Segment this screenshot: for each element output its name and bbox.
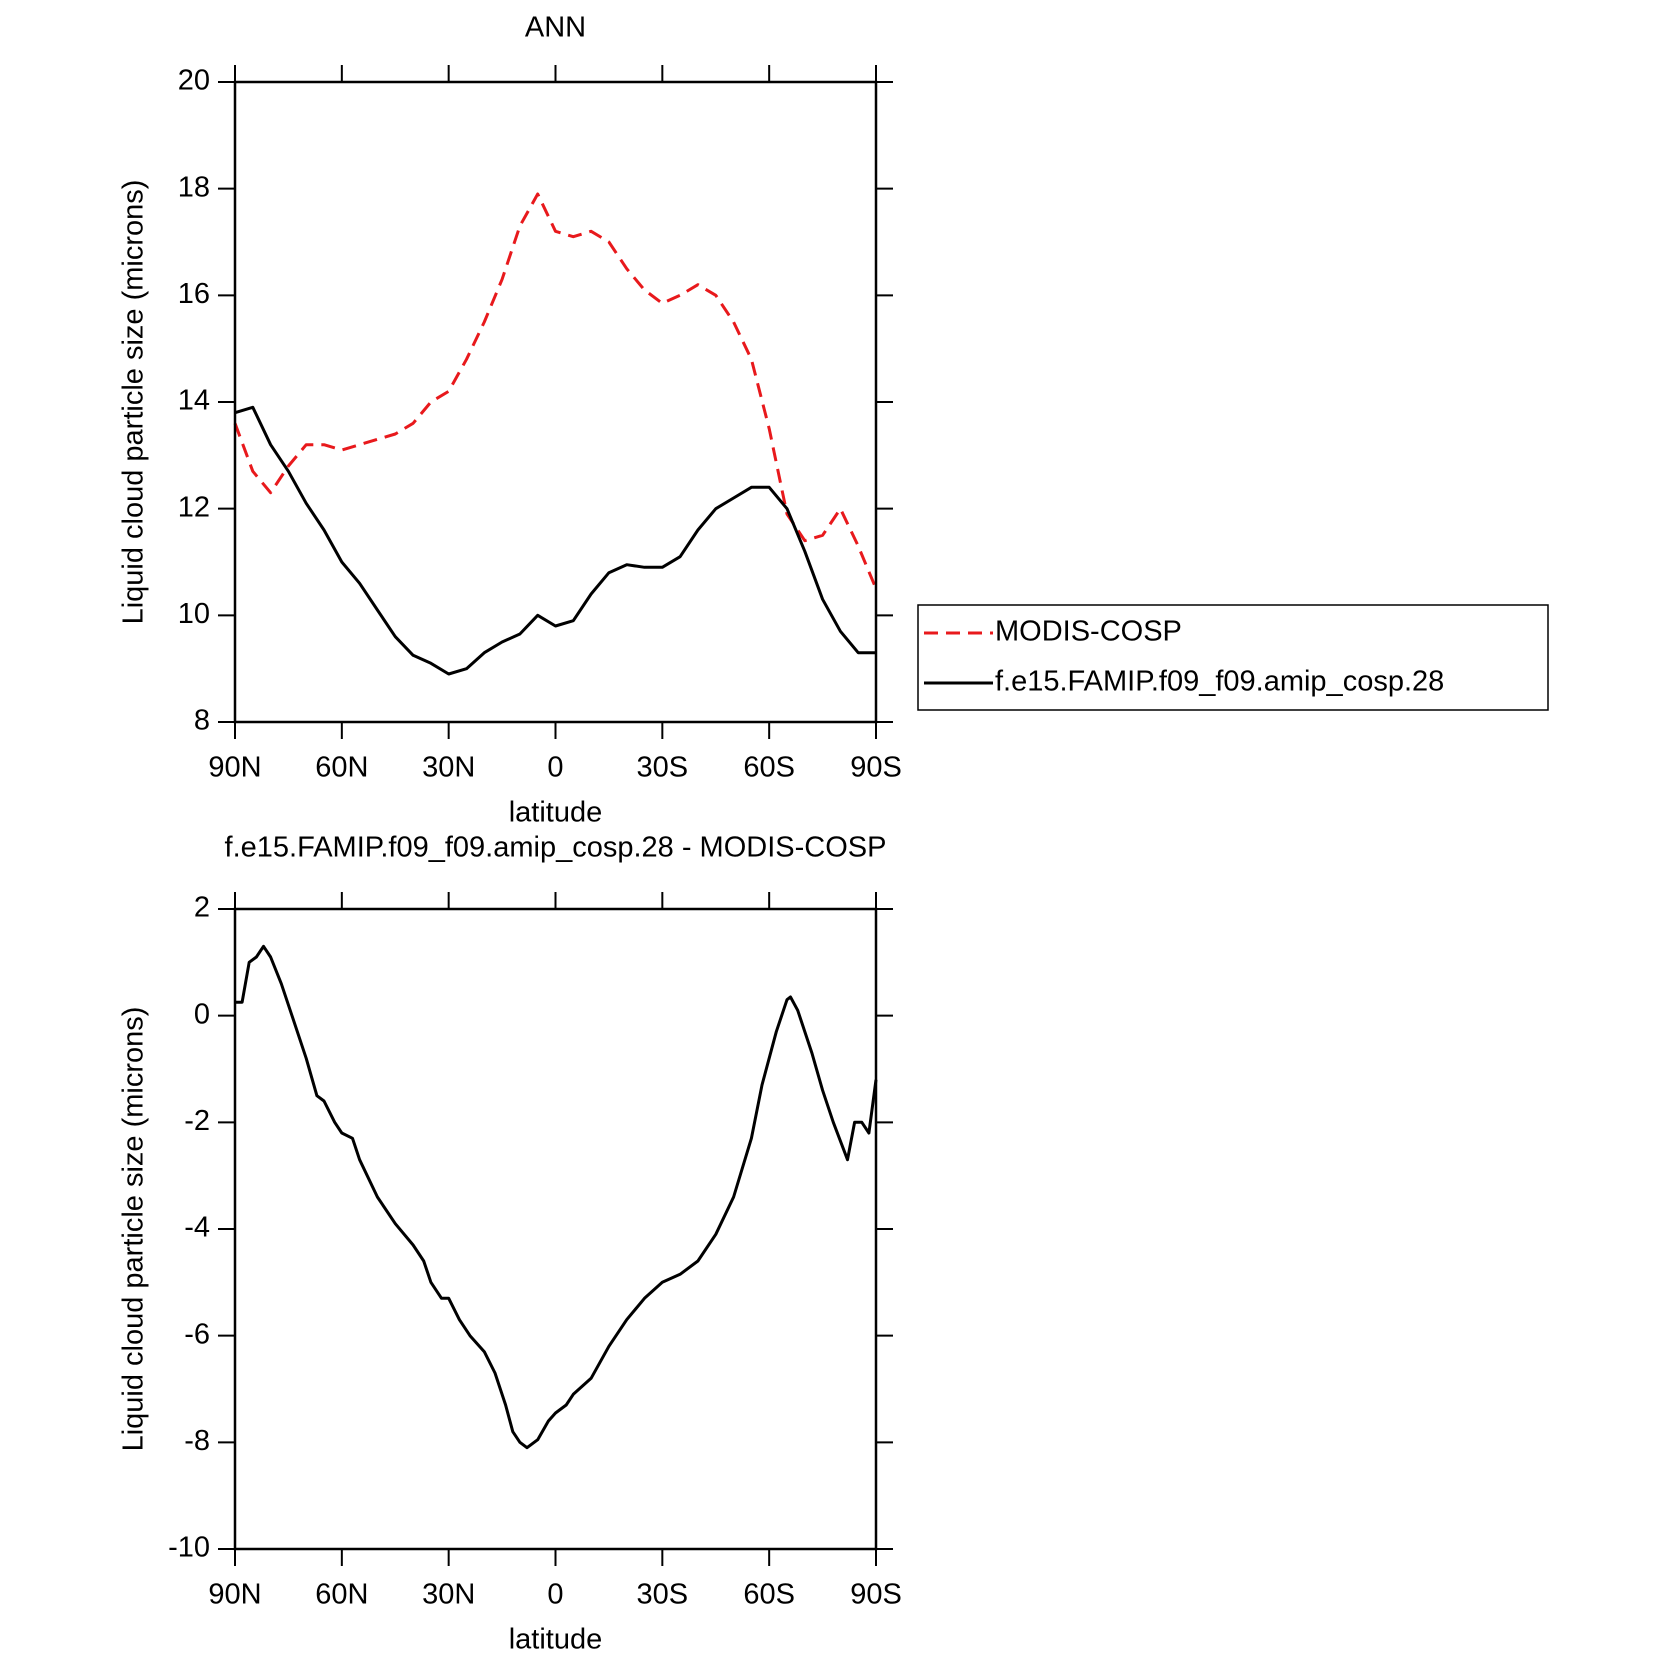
x-tick-label: 60S	[743, 752, 795, 784]
x-axis-label: latitude	[509, 1624, 603, 1656]
x-axis-label: latitude	[509, 797, 603, 829]
plot-frame	[233, 907, 878, 1551]
legend-label: f.e15.FAMIP.f09_f09.amip_cosp.28	[995, 666, 1444, 698]
x-tick-label: 90N	[208, 1579, 261, 1611]
x-tick-label: 60S	[743, 1579, 795, 1611]
x-tick-label: 60N	[315, 1579, 368, 1611]
x-tick-label: 90S	[850, 752, 902, 784]
y-axis-label: Liquid cloud particle size (microns)	[118, 180, 150, 625]
y-tick-label: 16	[178, 278, 210, 310]
y-tick-label: 12	[178, 491, 210, 523]
data-line	[234, 405, 876, 676]
y-tick-label: 2	[194, 892, 210, 924]
y-tick-label: -8	[184, 1425, 210, 1457]
x-tick-label: 0	[547, 752, 563, 784]
data-line	[235, 944, 878, 1450]
chart-title: ANN	[525, 12, 586, 44]
y-tick-label: 18	[178, 171, 210, 203]
x-tick-label: 60N	[315, 752, 368, 784]
y-tick-label: 0	[194, 998, 210, 1030]
y-tick-label: 14	[178, 385, 210, 417]
y-tick-label: -4	[184, 1212, 210, 1244]
x-tick-label: 30S	[637, 752, 689, 784]
y-tick-label: -2	[184, 1105, 210, 1137]
y-axis-label: Liquid cloud particle size (microns)	[118, 1007, 150, 1452]
legend-box	[917, 604, 1549, 711]
x-tick-label: 90N	[208, 752, 261, 784]
x-tick-label: 90S	[850, 1579, 902, 1611]
x-tick-label: 0	[547, 1579, 563, 1611]
plot-frame	[233, 80, 878, 724]
y-tick-label: 8	[194, 705, 210, 737]
y-tick-label: -10	[168, 1532, 210, 1564]
x-tick-label: 30S	[637, 1579, 689, 1611]
y-tick-label: 10	[178, 598, 210, 630]
y-tick-label: -6	[184, 1318, 210, 1350]
x-tick-label: 30N	[422, 1579, 475, 1611]
data-line	[233, 192, 878, 590]
chart-title: f.e15.FAMIP.f09_f09.amip_cosp.28 - MODIS…	[225, 832, 887, 864]
legend-label: MODIS-COSP	[995, 616, 1182, 648]
y-tick-label: 20	[178, 65, 210, 97]
x-tick-label: 30N	[422, 752, 475, 784]
